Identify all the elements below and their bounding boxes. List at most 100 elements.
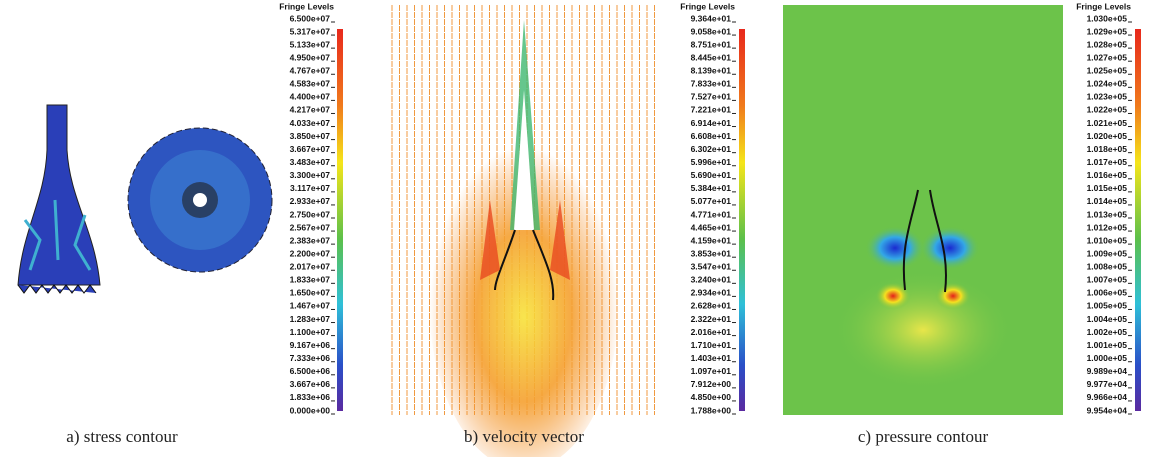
level-label: 6.302e+01 bbox=[691, 144, 732, 154]
legends: Fringe Levels 6.500e+07 5.317e+07 5.133e+07… bbox=[66, 1, 1141, 446]
level-label: 7.527e+01 bbox=[691, 92, 732, 102]
legend-title: Fringe Levels bbox=[1076, 1, 1131, 11]
level-label: 1.097e+01 bbox=[691, 366, 732, 376]
level-label: 9.989e+04 bbox=[1087, 366, 1128, 376]
level-label: 3.240e+01 bbox=[691, 275, 732, 285]
level-label: 6.914e+01 bbox=[691, 118, 732, 128]
level-label: 1.022e+05 bbox=[1087, 105, 1128, 115]
level-label: 7.833e+01 bbox=[691, 79, 732, 89]
level-label: 1.010e+05 bbox=[1087, 235, 1128, 245]
level-label: 4.850e+00 bbox=[691, 392, 732, 402]
level-label: 2.628e+01 bbox=[691, 301, 732, 311]
level-label: 4.400e+07 bbox=[290, 92, 331, 102]
level-label: 1.017e+05 bbox=[1087, 157, 1128, 167]
level-label: 8.445e+01 bbox=[691, 52, 732, 62]
level-label: 5.133e+07 bbox=[290, 39, 331, 49]
level-label: 1.028e+05 bbox=[1087, 39, 1128, 49]
level-label: 1.100e+07 bbox=[290, 327, 331, 337]
level-label: 4.033e+07 bbox=[290, 118, 331, 128]
level-label: 1.023e+05 bbox=[1087, 92, 1128, 102]
level-label: 1.021e+05 bbox=[1087, 118, 1128, 128]
level-label: 3.853e+01 bbox=[691, 248, 732, 258]
level-label: 3.667e+07 bbox=[290, 144, 331, 154]
level-label: 4.767e+07 bbox=[290, 66, 331, 76]
level-label: 1.788e+00 bbox=[691, 405, 732, 415]
color-bar bbox=[337, 29, 343, 411]
level-label: 5.077e+01 bbox=[691, 196, 732, 206]
level-label: 1.012e+05 bbox=[1087, 222, 1128, 232]
level-label: 1.001e+05 bbox=[1087, 340, 1128, 350]
level-label: 8.751e+01 bbox=[691, 39, 732, 49]
panel-caption: b) velocity vector bbox=[464, 427, 584, 446]
level-label: 3.547e+01 bbox=[691, 262, 732, 272]
stress-image bbox=[17, 104, 273, 294]
panel-caption: c) pressure contour bbox=[858, 427, 989, 446]
color-bar bbox=[1135, 29, 1141, 411]
level-label: 4.217e+07 bbox=[290, 105, 331, 115]
level-label: 1.833e+06 bbox=[290, 392, 331, 402]
level-label: 1.002e+05 bbox=[1087, 327, 1128, 337]
level-label: 4.950e+07 bbox=[290, 52, 331, 62]
level-label: 9.966e+04 bbox=[1087, 392, 1128, 402]
level-label: 1.283e+07 bbox=[290, 314, 331, 324]
level-label: 1.008e+05 bbox=[1087, 262, 1128, 272]
level-label: 2.017e+07 bbox=[290, 262, 331, 272]
level-label: 2.322e+01 bbox=[691, 314, 732, 324]
level-label: 1.025e+05 bbox=[1087, 66, 1128, 76]
level-label: 1.016e+05 bbox=[1087, 170, 1128, 180]
color-bar bbox=[739, 29, 745, 411]
level-label: 5.690e+01 bbox=[691, 170, 732, 180]
level-label: 1.000e+05 bbox=[1087, 353, 1128, 363]
level-label: 1.833e+07 bbox=[290, 275, 331, 285]
velocity-image bbox=[388, 5, 660, 457]
level-label: 1.020e+05 bbox=[1087, 131, 1128, 141]
level-label: 2.567e+07 bbox=[290, 222, 331, 232]
legend-title: Fringe Levels bbox=[680, 1, 735, 11]
level-label: 4.771e+01 bbox=[691, 209, 732, 219]
level-label: 1.013e+05 bbox=[1087, 209, 1128, 219]
level-label: 3.483e+07 bbox=[290, 157, 331, 167]
level-label: 4.465e+01 bbox=[691, 222, 732, 232]
level-label: 4.583e+07 bbox=[290, 79, 331, 89]
level-label: 3.117e+07 bbox=[290, 183, 330, 193]
level-label: 1.015e+05 bbox=[1087, 183, 1128, 193]
level-label: 1.014e+05 bbox=[1087, 196, 1128, 206]
level-label: 1.029e+05 bbox=[1087, 26, 1128, 36]
level-label: 1.024e+05 bbox=[1087, 79, 1128, 89]
level-label: 1.006e+05 bbox=[1087, 288, 1128, 298]
level-label: 2.934e+01 bbox=[691, 288, 732, 298]
level-label: 1.004e+05 bbox=[1087, 314, 1128, 324]
level-label: 9.954e+04 bbox=[1087, 405, 1128, 415]
level-label: 1.467e+07 bbox=[290, 301, 331, 311]
level-label: 2.750e+07 bbox=[290, 209, 331, 219]
level-label: 2.933e+07 bbox=[290, 196, 331, 206]
level-label: 7.333e+06 bbox=[290, 353, 331, 363]
level-label: 9.167e+06 bbox=[290, 340, 331, 350]
level-label: 3.300e+07 bbox=[290, 170, 331, 180]
level-label: 1.030e+05 bbox=[1087, 13, 1128, 23]
level-label: 1.403e+01 bbox=[691, 353, 732, 363]
panel-caption: a) stress contour bbox=[66, 427, 178, 446]
level-label: 0.000e+00 bbox=[290, 405, 331, 415]
level-label: 4.159e+01 bbox=[691, 235, 732, 245]
level-label: 2.383e+07 bbox=[290, 235, 331, 245]
level-label: 1.018e+05 bbox=[1087, 144, 1128, 154]
level-label: 7.221e+01 bbox=[691, 105, 732, 115]
level-label: 2.016e+01 bbox=[691, 327, 732, 337]
level-label: 1.650e+07 bbox=[290, 288, 331, 298]
level-label: 9.977e+04 bbox=[1087, 379, 1128, 389]
level-label: 1.027e+05 bbox=[1087, 52, 1128, 62]
level-label: 1.710e+01 bbox=[691, 340, 732, 350]
level-label: 9.364e+01 bbox=[691, 13, 732, 23]
level-label: 6.500e+07 bbox=[290, 13, 331, 23]
level-label: 6.608e+01 bbox=[691, 131, 732, 141]
level-label: 6.500e+06 bbox=[290, 366, 331, 376]
level-label: 5.384e+01 bbox=[691, 183, 732, 193]
level-label: 3.850e+07 bbox=[290, 131, 331, 141]
level-label: 1.005e+05 bbox=[1087, 301, 1128, 311]
level-label: 1.009e+05 bbox=[1087, 248, 1128, 258]
level-label: 7.912e+00 bbox=[691, 379, 732, 389]
legend-title: Fringe Levels bbox=[279, 1, 334, 11]
level-label: 1.007e+05 bbox=[1087, 275, 1128, 285]
